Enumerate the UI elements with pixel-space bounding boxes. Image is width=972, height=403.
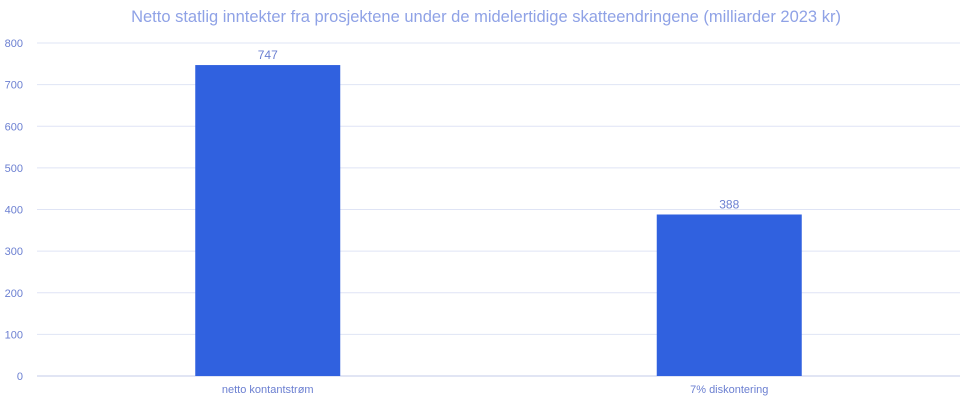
y-tick-label: 500 [5, 163, 23, 175]
y-tick-label: 0 [17, 371, 23, 383]
y-tick-label: 100 [5, 329, 23, 341]
chart-title: Netto statlig inntekter fra prosjektene … [131, 8, 841, 26]
y-tick-label: 200 [5, 288, 23, 300]
x-tick-label: 7% diskontering [690, 384, 768, 396]
y-tick-label: 300 [5, 246, 23, 258]
x-tick-label: netto kontantstrøm [222, 384, 314, 396]
y-tick-label: 600 [5, 121, 23, 133]
data-label: 388 [719, 197, 739, 211]
y-tick-label: 400 [5, 205, 23, 217]
data-label: 747 [258, 48, 278, 62]
bar [656, 214, 802, 376]
y-tick-label: 700 [5, 80, 23, 92]
y-tick-label: 800 [5, 38, 23, 50]
bar [195, 65, 341, 376]
